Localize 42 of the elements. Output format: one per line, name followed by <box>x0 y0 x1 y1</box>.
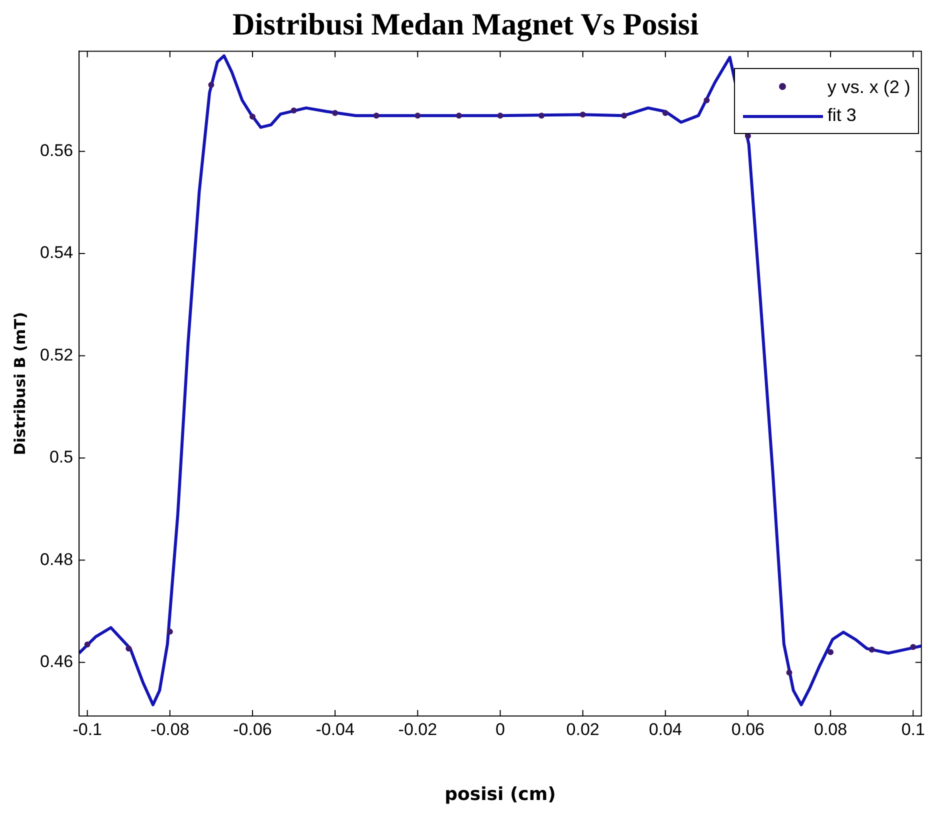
x-tick-label: -0.02 <box>398 720 438 739</box>
point <box>166 628 173 635</box>
y-axis-title: Distribusi B (mT) <box>10 312 29 456</box>
y-tick-label: 0.54 <box>40 243 74 262</box>
x-tick-label: -0.08 <box>150 720 190 739</box>
point <box>868 646 875 653</box>
legend-label: y vs. x (2 ) <box>827 76 910 98</box>
point <box>250 114 256 120</box>
legend-label: fit 3 <box>827 104 856 126</box>
y-tick-label: 0.48 <box>40 550 74 569</box>
x-axis-title: posisi (cm) <box>444 784 556 805</box>
x-tick-label: 0.1 <box>901 720 925 739</box>
x-tick-label: -0.1 <box>72 720 102 739</box>
point <box>497 112 504 119</box>
point <box>662 110 668 116</box>
x-tick-label: 0.02 <box>566 720 600 739</box>
point <box>290 107 297 114</box>
point <box>910 644 916 650</box>
point <box>456 112 462 119</box>
y-tick-label: 0.56 <box>40 141 74 160</box>
point <box>414 112 421 119</box>
chart-title: Distribusi Medan Magnet Vs Posisi <box>232 6 699 42</box>
point <box>704 97 710 104</box>
x-tick-label: 0 <box>496 720 505 739</box>
point <box>828 649 834 656</box>
point <box>126 646 132 652</box>
y-tick-label: 0.52 <box>40 345 74 364</box>
point <box>538 112 545 119</box>
x-tick-label: 0.08 <box>814 720 848 739</box>
point <box>786 670 792 676</box>
point <box>580 112 586 118</box>
point <box>208 82 214 88</box>
y-tick-label: 0.46 <box>40 652 74 672</box>
x-tick-label: -0.04 <box>316 720 354 739</box>
x-tick-label: 0.04 <box>648 720 682 739</box>
y-tick-label: 0.5 <box>49 448 74 467</box>
point <box>332 110 338 116</box>
x-tick-label: 0.06 <box>731 720 765 739</box>
x-tick-label: -0.06 <box>233 720 272 739</box>
point <box>373 112 380 119</box>
point <box>621 112 628 119</box>
point <box>84 641 90 648</box>
